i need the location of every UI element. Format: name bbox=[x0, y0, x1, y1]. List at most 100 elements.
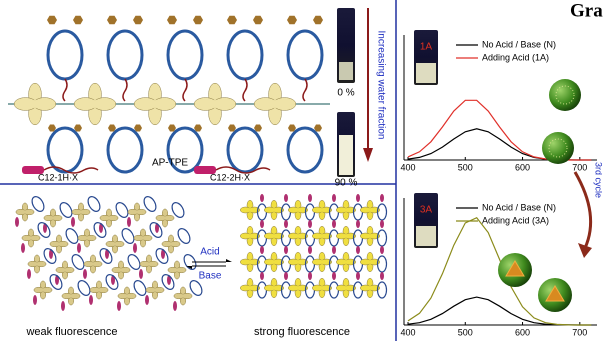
tail bbox=[127, 217, 131, 227]
hexagon bbox=[253, 16, 263, 25]
core bbox=[211, 100, 219, 108]
core bbox=[169, 242, 173, 246]
linker bbox=[243, 79, 247, 101]
ring bbox=[48, 31, 82, 79]
tail bbox=[380, 246, 384, 254]
core bbox=[320, 208, 324, 212]
tail bbox=[260, 246, 264, 254]
core bbox=[272, 208, 276, 212]
core bbox=[368, 208, 372, 212]
arrow bbox=[575, 172, 591, 248]
linker bbox=[303, 79, 307, 101]
core bbox=[271, 100, 279, 108]
hexagon bbox=[107, 16, 117, 25]
core bbox=[29, 236, 33, 240]
x-tick-label: 700 bbox=[572, 162, 587, 172]
tail bbox=[260, 220, 264, 228]
core bbox=[248, 208, 252, 212]
ring bbox=[48, 128, 82, 172]
tail bbox=[356, 272, 360, 280]
hexagon bbox=[313, 16, 323, 25]
tail bbox=[145, 295, 149, 305]
x-tick-label: 400 bbox=[400, 162, 415, 172]
tail bbox=[284, 272, 288, 280]
core bbox=[296, 260, 300, 264]
ring bbox=[108, 31, 142, 79]
tail bbox=[77, 243, 81, 253]
ring bbox=[228, 128, 262, 172]
x-tick-label: 600 bbox=[515, 162, 530, 172]
legend-label: Adding Acid (3A) bbox=[482, 215, 549, 225]
figure-canvas: 0 % 90 % Increasing water fraction AP-TP… bbox=[0, 0, 606, 341]
tail bbox=[133, 243, 137, 253]
linker bbox=[123, 79, 127, 101]
tail bbox=[21, 243, 25, 253]
vial-liquid bbox=[339, 135, 353, 175]
tail bbox=[284, 246, 288, 254]
tail bbox=[260, 194, 264, 202]
core bbox=[51, 216, 55, 220]
tail bbox=[308, 194, 312, 202]
ring bbox=[228, 31, 262, 79]
ring bbox=[288, 31, 322, 79]
core bbox=[344, 234, 348, 238]
tail bbox=[284, 220, 288, 228]
legend-label: Adding Acid (1A) bbox=[482, 52, 549, 62]
tail bbox=[71, 217, 75, 227]
x-tick-label: 500 bbox=[458, 162, 473, 172]
arrow-head bbox=[363, 148, 373, 162]
tail bbox=[308, 220, 312, 228]
core bbox=[248, 260, 252, 264]
core bbox=[344, 286, 348, 290]
hexagon bbox=[167, 16, 177, 25]
hexagon bbox=[47, 16, 57, 25]
core bbox=[296, 208, 300, 212]
tail bbox=[27, 269, 31, 279]
core bbox=[151, 100, 159, 108]
hexagon bbox=[193, 16, 203, 25]
core bbox=[141, 236, 145, 240]
core bbox=[248, 234, 252, 238]
tail bbox=[260, 272, 264, 280]
title: Gra bbox=[570, 0, 603, 21]
tail bbox=[173, 301, 177, 311]
tail bbox=[332, 246, 336, 254]
core bbox=[91, 100, 99, 108]
legend-label: No Acid / Base (N) bbox=[482, 39, 556, 49]
charts: 4005006007001ANo Acid / Base (N)Adding A… bbox=[400, 30, 597, 337]
vial-liquid bbox=[339, 62, 353, 80]
arrow-head bbox=[226, 259, 232, 262]
core bbox=[91, 262, 95, 266]
tail bbox=[61, 301, 65, 311]
linker bbox=[63, 79, 67, 101]
caption: strong fluorescence bbox=[254, 326, 350, 338]
tail bbox=[117, 301, 121, 311]
tail bbox=[139, 269, 143, 279]
core bbox=[119, 268, 123, 272]
hexagon bbox=[287, 16, 297, 25]
x-tick-label: 600 bbox=[515, 327, 530, 337]
tail bbox=[308, 272, 312, 280]
acid-label: Acid bbox=[200, 247, 219, 258]
vial-liquid bbox=[416, 63, 436, 83]
tail bbox=[332, 194, 336, 202]
vial-label: 90 % bbox=[335, 178, 358, 189]
core bbox=[175, 268, 179, 272]
tail bbox=[380, 194, 384, 202]
core bbox=[135, 210, 139, 214]
vial-label: 3A bbox=[420, 205, 433, 216]
core bbox=[248, 286, 252, 290]
core bbox=[153, 288, 157, 292]
illustration bbox=[8, 16, 387, 311]
core bbox=[272, 234, 276, 238]
hexagon bbox=[227, 16, 237, 25]
core bbox=[344, 260, 348, 264]
core bbox=[368, 286, 372, 290]
tail bbox=[284, 194, 288, 202]
core bbox=[107, 216, 111, 220]
tail bbox=[332, 272, 336, 280]
arrow-label: Increasing water fraction bbox=[375, 31, 386, 140]
core bbox=[85, 236, 89, 240]
core bbox=[97, 288, 101, 292]
core bbox=[181, 294, 185, 298]
